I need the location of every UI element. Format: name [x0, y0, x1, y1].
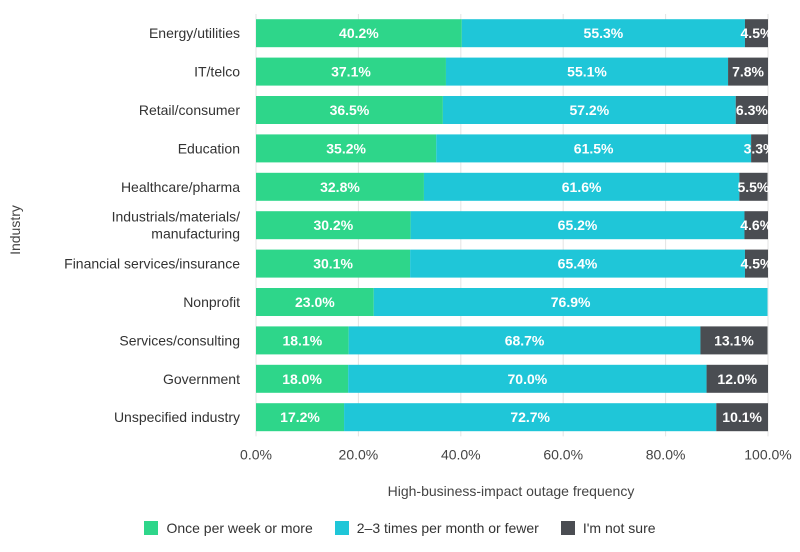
x-tick-label: 60.0%: [543, 446, 583, 462]
bar-value-label: 13.1%: [714, 332, 754, 348]
x-tick-label: 80.0%: [646, 446, 686, 462]
bar-segment: [256, 19, 462, 48]
bar-value-label: 12.0%: [717, 371, 757, 387]
bar-value-label: 37.1%: [331, 64, 371, 80]
x-tick-label: 0.0%: [240, 446, 272, 462]
bar-segment: [256, 326, 349, 355]
x-tick-labels: 0.0% 20.0% 40.0% 60.0% 80.0% 100.0%: [240, 446, 792, 462]
bar-segment: [344, 403, 717, 432]
bar-value-label: 4.6%: [740, 217, 772, 233]
x-tick-label: 100.0%: [744, 446, 791, 462]
category-label: Industrials/materials/manufacturing: [112, 209, 240, 242]
bar-value-label: 70.0%: [508, 371, 548, 387]
bar-segment: [256, 96, 443, 124]
category-label: Energy/utilities: [149, 25, 240, 41]
bar-value-label: 36.5%: [330, 102, 370, 118]
bar-segment: [423, 172, 740, 201]
category-label: Services/consulting: [119, 332, 240, 348]
legend-swatch-monthly: [334, 521, 349, 535]
bar-segment: [442, 96, 736, 124]
x-tick-label: 20.0%: [339, 446, 379, 462]
bar-value-label: 3.3%: [744, 140, 776, 156]
bar-segment: [735, 96, 768, 124]
category-label: Unspecified industry: [114, 409, 240, 425]
bar-segment: [348, 364, 707, 393]
bar-segment: [256, 364, 349, 393]
bar-segment: [700, 326, 768, 355]
legend-label-not-sure: I'm not sure: [582, 520, 656, 536]
bar-value-label: 5.5%: [737, 179, 769, 195]
legend-swatch-weekly: [144, 521, 159, 535]
legend-item-monthly: 2–3 times per month or fewer: [334, 520, 539, 536]
bar-segment: [706, 364, 768, 393]
legend-item-weekly: Once per week or more: [144, 520, 313, 536]
bar-segment: [461, 19, 745, 48]
legend-swatch-not-sure: [560, 521, 575, 535]
bar-value-label: 65.4%: [558, 256, 598, 272]
bar-value-label: 61.6%: [562, 179, 602, 195]
bar-value-label: 4.5%: [741, 256, 773, 272]
category-label: IT/telco: [194, 64, 240, 80]
bar-segment: [410, 249, 745, 278]
bar-segment: [728, 57, 768, 86]
bar-segment: [739, 172, 768, 201]
bar-segment: [410, 211, 745, 240]
bar-segment: [256, 288, 374, 316]
bar-value-label: 23.0%: [295, 294, 335, 310]
y-axis-title: Industry: [7, 205, 23, 255]
bar-segment: [256, 134, 437, 163]
bar-value-label: 17.2%: [280, 409, 320, 425]
bar-segment: [436, 134, 752, 163]
bar-value-label: 30.2%: [313, 217, 353, 233]
bar-segment: [373, 288, 768, 316]
category-label: Nonprofit: [183, 294, 240, 310]
bar-value-label: 68.7%: [505, 332, 545, 348]
bar-value-label: 18.1%: [282, 332, 322, 348]
bar-value-label: 7.8%: [732, 64, 764, 80]
bar-value-label: 65.2%: [558, 217, 598, 233]
bar-segment: [744, 249, 768, 278]
bar-segment: [256, 57, 446, 86]
bar-value-label: 76.9%: [551, 294, 591, 310]
bar-segment: [256, 403, 345, 432]
legend-label-weekly: Once per week or more: [166, 520, 313, 536]
bar-segment: [751, 134, 768, 163]
bar-segment: [256, 249, 411, 278]
category-labels: Energy/utilities IT/telco Retail/consumer E…: [64, 25, 240, 425]
bar-value-label: 32.8%: [320, 179, 360, 195]
bar-value-label: 57.2%: [569, 102, 609, 118]
bar-value-label: 40.2%: [339, 25, 379, 41]
category-label: Financial services/insurance: [64, 256, 240, 272]
stacked-bar-chart: 40.2% 55.3% 4.5% 37.1% 55.1% 7.8% 36.5% 57.2% 6.…: [7, 14, 792, 499]
bar-segment: [744, 211, 768, 240]
bar-segment: [716, 403, 768, 432]
bar-segment: [348, 326, 701, 355]
bar-value-label: 72.7%: [510, 409, 550, 425]
x-tick-label: 40.0%: [441, 446, 481, 462]
bar-segment: [744, 19, 768, 48]
category-label: Education: [178, 140, 240, 156]
bar-value-label: 55.3%: [584, 25, 624, 41]
bar-value-label: 6.3%: [736, 102, 768, 118]
category-label: Government: [163, 371, 240, 387]
category-label: Healthcare/pharma: [121, 179, 240, 195]
legend-item-not-sure: I'm not sure: [560, 520, 656, 536]
bar-segment: [445, 57, 729, 86]
bars: 40.2% 55.3% 4.5% 37.1% 55.1% 7.8% 36.5% 57.2% 6.…: [256, 19, 776, 432]
bar-value-label: 18.0%: [282, 371, 322, 387]
bar-value-label: 55.1%: [567, 64, 607, 80]
x-axis-title: High-business-impact outage frequency: [388, 483, 635, 499]
bar-value-label: 61.5%: [574, 140, 614, 156]
legend-label-monthly: 2–3 times per month or fewer: [356, 520, 539, 536]
bar-value-label: 10.1%: [722, 409, 762, 425]
bar-segment: [256, 211, 411, 240]
bar-value-label: 35.2%: [326, 140, 366, 156]
bar-segment: [256, 172, 424, 201]
bar-value-label: 30.1%: [313, 256, 353, 272]
category-label: Retail/consumer: [139, 102, 240, 118]
legend: Once per week or more 2–3 times per mont…: [0, 516, 800, 540]
bar-value-label: 4.5%: [741, 25, 773, 41]
